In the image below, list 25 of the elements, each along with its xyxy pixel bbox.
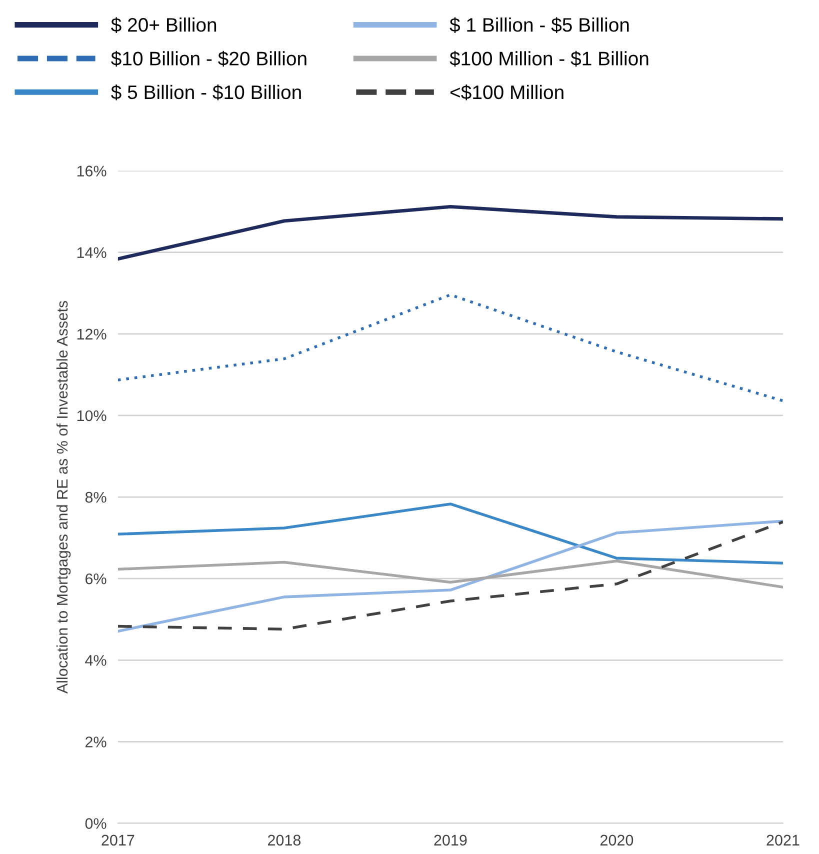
y-tick-label: 12% <box>77 328 106 340</box>
y-tick-label: 4% <box>85 655 106 666</box>
x-tick-label: 2021 <box>766 834 800 846</box>
y-axis-title: Allocation to Mortgages and RE as % of Investable Assets <box>56 300 71 694</box>
x-tick-label: 2020 <box>600 834 634 846</box>
y-tick-label: 6% <box>86 573 106 584</box>
line-series <box>118 560 783 589</box>
line-series <box>118 204 783 261</box>
y-tick-label: 2% <box>86 736 106 748</box>
x-tick-label: 2018 <box>268 834 301 846</box>
legend-label: $ 5 Billion - $10 Billion <box>111 84 301 100</box>
legend-label: $ 20+ Billion <box>111 17 216 33</box>
x-tick-label: 2017 <box>102 834 134 846</box>
y-tick-label: 0% <box>85 818 106 829</box>
legend-label: $100 Million - $1 Billion <box>450 50 648 67</box>
x-tick-label: 2019 <box>434 834 467 846</box>
line-series <box>118 293 783 402</box>
y-tick-label: 10% <box>77 410 106 422</box>
y-tick-label: 8% <box>85 492 106 503</box>
y-tick-label: 16% <box>77 166 106 176</box>
legend-label: $ 1 Billion - $5 Billion <box>450 17 629 33</box>
y-tick-label: 14% <box>77 247 106 258</box>
line-series <box>118 502 783 564</box>
legend-label: $10 Billion - $20 Billion <box>111 50 306 67</box>
legend-label: <$100 Million <box>450 84 564 100</box>
